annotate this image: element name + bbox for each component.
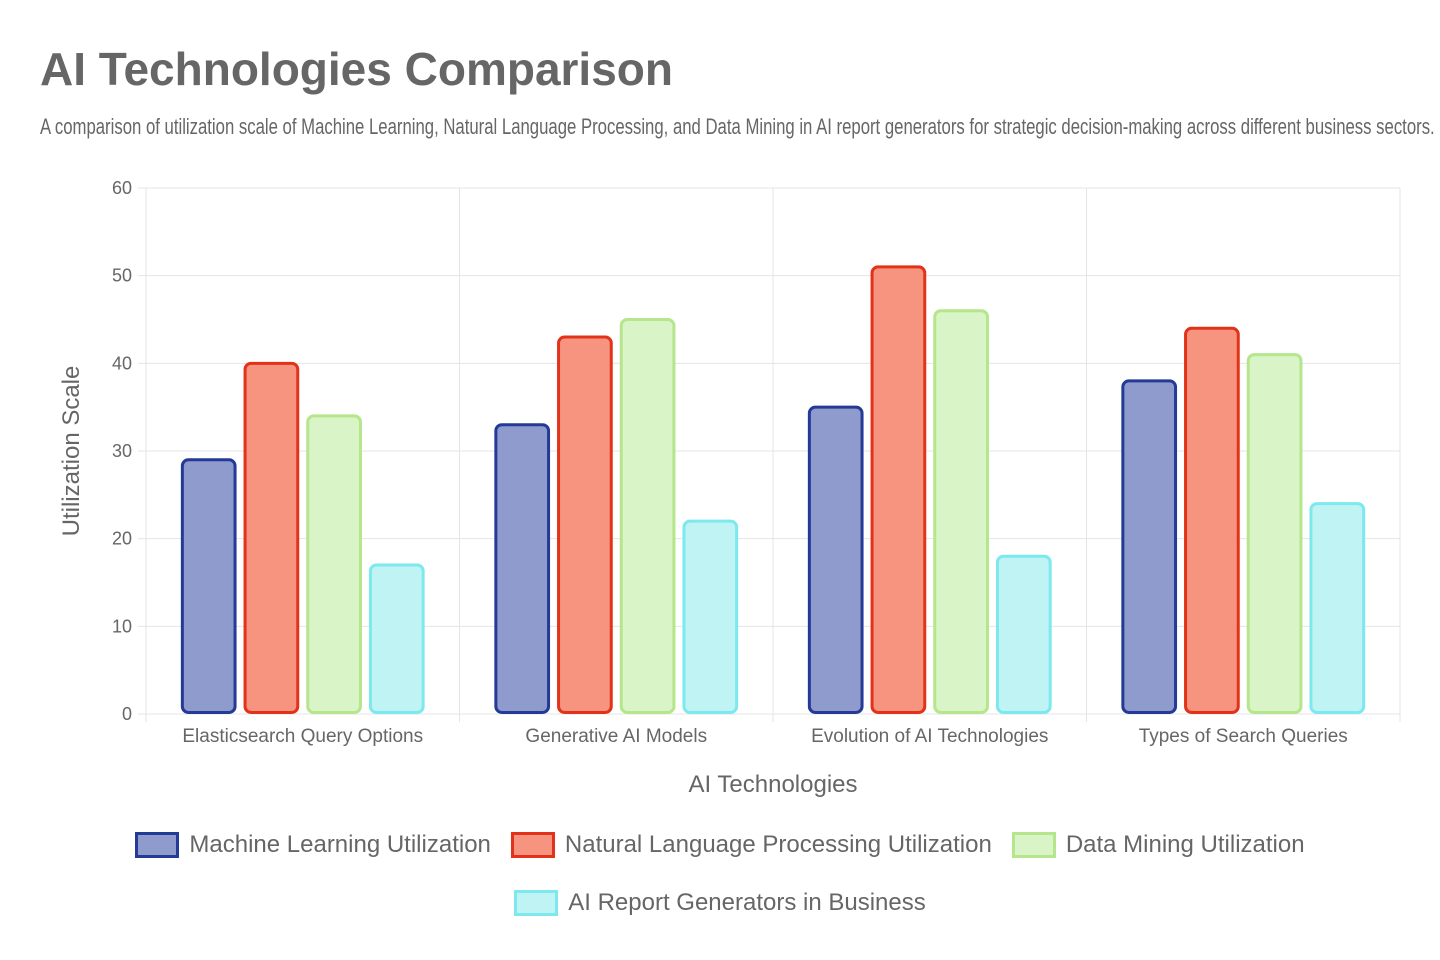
- legend-swatch: [514, 890, 559, 916]
- bar-2-3: [870, 265, 927, 714]
- axes-group: 0 10 20 30 40 50 60 Elasticsearch Query Options…: [112, 178, 1348, 747]
- y-tick-label: 20: [112, 529, 132, 549]
- legend-label: Natural Language Processing Utilization: [564, 831, 992, 858]
- bar-3-2: [619, 318, 676, 714]
- bar-3-4: [1246, 353, 1303, 714]
- bar-4-4: [1309, 502, 1366, 714]
- legend-swatch: [135, 832, 180, 858]
- bar-1-2: [494, 423, 551, 714]
- bar-1-3: [807, 405, 864, 714]
- legend-label: Data Mining Utilization: [1065, 831, 1305, 858]
- bar-2-4: [1184, 326, 1240, 714]
- x-tick-label: Generative AI Models: [525, 726, 707, 747]
- y-axis-label: Utilization Scale: [58, 366, 85, 537]
- bar-3-1: [306, 414, 362, 714]
- y-tick-label: 10: [112, 616, 132, 636]
- chart-subtitle: A comparison of utilization scale of Mac…: [40, 114, 1435, 139]
- y-tick-label: 40: [112, 353, 132, 373]
- legend-swatch: [1011, 832, 1056, 858]
- y-tick-label: 30: [112, 441, 132, 461]
- bar-1-1: [180, 458, 237, 714]
- bar-4-2: [682, 519, 739, 715]
- bar-4-1: [368, 563, 425, 715]
- y-tick-label: 50: [112, 266, 132, 286]
- chart-legend: Machine Learning Utilization Natural Lang…: [0, 830, 1440, 918]
- legend-label: AI Report Generators in Business: [568, 889, 926, 916]
- bars-group: [180, 265, 1366, 715]
- x-tick-label: Evolution of AI Technologies: [811, 726, 1048, 747]
- y-tick-label: 0: [122, 704, 132, 724]
- legend-item[interactable]: Natural Language Processing Utilization: [510, 830, 992, 860]
- chart-title: AI Technologies Comparison: [40, 43, 673, 95]
- legend-item[interactable]: AI Report Generators in Business: [514, 888, 926, 918]
- y-tick-label: 60: [112, 178, 132, 198]
- legend-swatch: [510, 832, 555, 858]
- bar-2-2: [557, 335, 613, 714]
- bar-4-3: [995, 554, 1052, 715]
- bar-3-3: [933, 309, 989, 714]
- legend-item[interactable]: Data Mining Utilization: [1011, 830, 1305, 860]
- bar-chart: 0 10 20 30 40 50 60 Elasticsearch Query Options…: [58, 178, 1401, 798]
- x-axis-label: AI Technologies: [688, 771, 857, 798]
- x-tick-label: Types of Search Queries: [1139, 726, 1348, 747]
- legend-item[interactable]: Machine Learning Utilization: [135, 830, 491, 860]
- legend-label: Machine Learning Utilization: [189, 831, 491, 858]
- x-tick-label: Elasticsearch Query Options: [182, 726, 423, 747]
- bar-2-1: [243, 361, 300, 714]
- bar-1-4: [1121, 379, 1178, 714]
